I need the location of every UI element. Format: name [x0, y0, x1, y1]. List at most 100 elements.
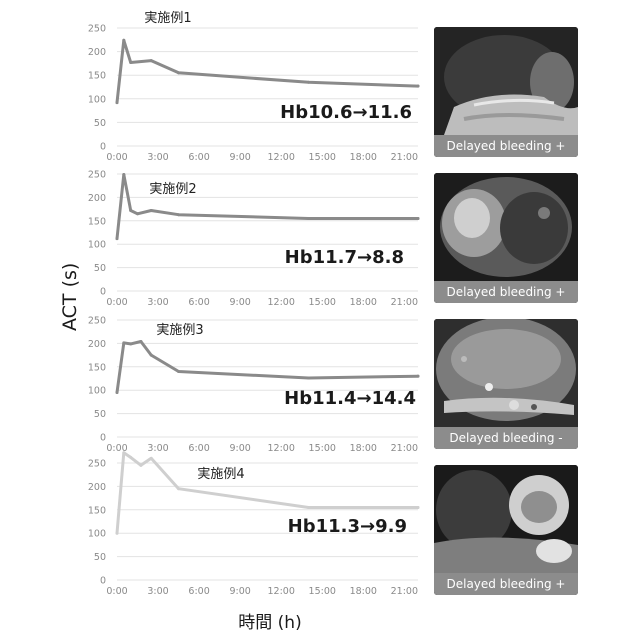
y-tick-label: 50 [94, 263, 106, 274]
act-data-point [150, 457, 153, 460]
act-data-point [136, 212, 139, 215]
photo-caption-1: Delayed bleeding + [434, 135, 578, 157]
x-tick-label: 3:00 [147, 586, 168, 597]
act-data-point [417, 85, 420, 88]
chart-panel-1: 0 50 100 150 200 250 0:00 3:00 6:00 9:00 12:00 15:0… [88, 10, 420, 163]
act-data-point [129, 456, 132, 459]
x-axis-label: 時間 (h) [210, 608, 330, 633]
y-tick-label: 100 [88, 386, 106, 397]
y-tick-label: 200 [88, 482, 106, 493]
x-tick-label: 21:00 [391, 443, 418, 454]
hb-annotation: Hb11.7→8.8 [285, 247, 404, 268]
x-tick-label: 15:00 [309, 297, 336, 308]
y-tick-label: 250 [88, 24, 106, 35]
act-data-point [307, 81, 310, 84]
endoscopy-image-4 [434, 465, 578, 573]
x-tick-label: 3:00 [147, 297, 168, 308]
x-tick-label: 3:00 [147, 443, 168, 454]
chart-panel-2: 0501001502002500:003:006:009:0012:0015:0… [88, 170, 420, 309]
chart-title: 実施例1 [144, 10, 191, 26]
endoscopy-image-1 [434, 27, 578, 135]
y-tick-label: 150 [88, 71, 106, 82]
chart-title: 実施例4 [197, 466, 244, 482]
endoscopy-photo-2: Delayed bleeding + [434, 173, 578, 303]
x-tick-label: 0:00 [106, 297, 127, 308]
y-tick-label: 0 [100, 576, 106, 587]
chart-title: 実施例3 [156, 322, 203, 338]
act-data-point [116, 532, 119, 535]
x-tick-label: 0:00 [106, 152, 127, 163]
act-data-point [150, 209, 153, 212]
y-axis-label: ACT (s) [59, 271, 81, 331]
act-data-point [139, 340, 142, 343]
x-tick-label: 12:00 [267, 443, 294, 454]
y-tick-label: 150 [88, 362, 106, 373]
act-data-point [122, 39, 125, 42]
y-tick-label: 200 [88, 193, 106, 204]
act-series-line [117, 40, 418, 102]
endoscopy-image-3 [434, 319, 578, 427]
photo-caption-4: Delayed bleeding + [434, 573, 578, 595]
x-tick-label: 18:00 [350, 586, 377, 597]
x-tick-label: 9:00 [229, 443, 250, 454]
x-tick-label: 12:00 [267, 152, 294, 163]
x-tick-label: 12:00 [267, 586, 294, 597]
chart-panel-3: 0501001502002500:003:006:009:0012:0015:0… [88, 316, 420, 455]
chart-title: 実施例2 [149, 181, 196, 197]
y-tick-label: 150 [88, 216, 106, 227]
x-tick-label: 15:00 [309, 152, 336, 163]
y-tick-label: 200 [88, 47, 106, 58]
y-tick-label: 150 [88, 505, 106, 516]
y-tick-label: 50 [94, 118, 106, 129]
x-tick-label: 9:00 [229, 152, 250, 163]
act-data-point [122, 341, 125, 344]
x-tick-label: 18:00 [350, 443, 377, 454]
act-data-point [129, 209, 132, 212]
act-data-point [417, 375, 420, 378]
x-tick-label: 18:00 [350, 297, 377, 308]
act-data-point [177, 370, 180, 373]
act-data-point [417, 506, 420, 509]
x-tick-label: 15:00 [309, 443, 336, 454]
y-tick-label: 100 [88, 529, 106, 540]
x-tick-label: 6:00 [188, 443, 209, 454]
x-tick-label: 9:00 [229, 297, 250, 308]
act-data-point [150, 354, 153, 357]
hb-annotation: Hb11.4→14.4 [284, 388, 416, 409]
y-tick-label: 100 [88, 94, 106, 105]
x-tick-label: 21:00 [391, 297, 418, 308]
act-data-point [116, 237, 119, 240]
x-tick-label: 6:00 [188, 586, 209, 597]
act-data-point [150, 59, 153, 62]
photo-caption-3: Delayed bleeding - [434, 427, 578, 449]
photo-caption-2: Delayed bleeding + [434, 281, 578, 303]
act-data-point [139, 464, 142, 467]
x-tick-label: 21:00 [391, 152, 418, 163]
endoscopy-photo-1: Delayed bleeding + [434, 27, 578, 157]
act-data-point [177, 487, 180, 490]
act-data-point [177, 71, 180, 74]
x-tick-label: 0:00 [106, 586, 127, 597]
act-data-point [307, 506, 310, 509]
y-tick-label: 0 [100, 142, 106, 153]
chart-panel-4: 0501001502002500:003:006:009:0012:0015:0… [88, 451, 420, 597]
x-tick-label: 9:00 [229, 586, 250, 597]
y-tick-label: 100 [88, 240, 106, 251]
act-data-point [177, 213, 180, 216]
act-data-point [122, 451, 125, 454]
endoscopy-image-2 [434, 173, 578, 281]
x-tick-label: 6:00 [188, 152, 209, 163]
y-tick-label: 250 [88, 170, 106, 181]
act-data-point [307, 217, 310, 220]
act-data-point [116, 391, 119, 394]
y-tick-label: 50 [94, 409, 106, 420]
x-tick-label: 15:00 [309, 586, 336, 597]
act-data-point [122, 173, 125, 176]
endoscopy-photo-3: Delayed bleeding - [434, 319, 578, 449]
y-tick-label: 250 [88, 316, 106, 327]
x-tick-label: 3:00 [147, 152, 168, 163]
act-data-point [129, 342, 132, 345]
x-tick-label: 18:00 [350, 152, 377, 163]
y-tick-label: 250 [88, 459, 106, 470]
act-data-point [307, 377, 310, 380]
